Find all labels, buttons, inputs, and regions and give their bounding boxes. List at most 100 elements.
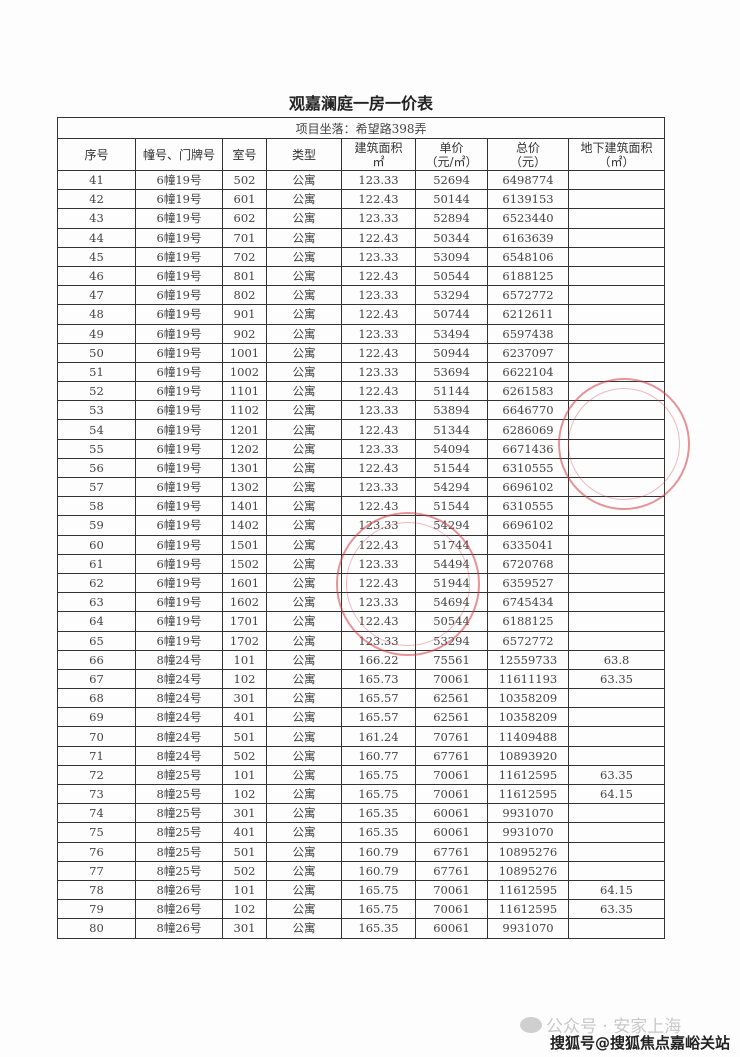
table-cell: 53294 xyxy=(415,630,488,651)
table-cell: 1002 xyxy=(222,361,267,383)
table-cell: 53 xyxy=(57,400,136,421)
table-cell: 8幢24号 xyxy=(135,726,223,747)
table-cell: 8幢24号 xyxy=(135,745,223,766)
table-cell: 51544 xyxy=(415,457,488,479)
table-cell: 63.8 xyxy=(567,649,666,670)
table-cell: 6671436 xyxy=(487,438,569,459)
table-cell: 122.43 xyxy=(341,304,416,325)
table-cell: 6696102 xyxy=(487,515,569,536)
table-cell: 70761 xyxy=(415,726,488,747)
table-cell xyxy=(567,860,666,881)
table-cell: 公寓 xyxy=(266,208,342,229)
table-cell: 63.35 xyxy=(567,899,666,920)
table-cell: 公寓 xyxy=(266,918,342,939)
table-cell: 6幢19号 xyxy=(135,400,223,421)
table-row: 77 8幢25号 502 公寓 160.79 67761 10895276 xyxy=(57,860,666,881)
table-row: 58 6幢19号 1401 公寓 122.43 51544 6310555 xyxy=(57,496,666,517)
table-cell: 401 xyxy=(222,707,267,728)
table-cell: 70 xyxy=(57,726,136,747)
table-cell: 102 xyxy=(222,783,267,805)
table-cell: 54494 xyxy=(415,553,488,574)
table-cell: 122.43 xyxy=(341,189,416,210)
table-cell: 9931070 xyxy=(487,822,569,843)
table-cell: 公寓 xyxy=(266,649,342,670)
table-cell: 6幢19号 xyxy=(135,553,223,574)
table-cell: 6745434 xyxy=(487,592,569,613)
table-cell: 11409488 xyxy=(487,726,569,747)
table-cell: 70061 xyxy=(415,783,488,805)
table-cell: 57 xyxy=(57,476,136,498)
table-cell: 公寓 xyxy=(266,841,342,862)
table-cell: 70061 xyxy=(415,668,488,690)
table-cell: 51144 xyxy=(415,381,488,402)
table-cell: 54094 xyxy=(415,438,488,459)
table-cell: 6646770 xyxy=(487,400,569,421)
table-cell: 75561 xyxy=(415,649,488,670)
table-cell: 6696102 xyxy=(487,476,569,498)
table-cell: 73 xyxy=(57,783,136,805)
table-cell: 公寓 xyxy=(266,457,342,479)
table-cell: 123.33 xyxy=(341,285,416,306)
table-cell: 公寓 xyxy=(266,534,342,555)
table-cell: 501 xyxy=(222,841,267,862)
table-cell: 65 xyxy=(57,630,136,651)
table-cell: 公寓 xyxy=(266,611,342,632)
table-cell: 公寓 xyxy=(266,169,342,191)
table-cell: 51 xyxy=(57,361,136,383)
table-cell: 122.43 xyxy=(341,381,416,402)
table-cell: 47 xyxy=(57,285,136,306)
table-cell: 6幢19号 xyxy=(135,361,223,383)
table-cell: 62 xyxy=(57,572,136,594)
table-row: 73 8幢25号 102 公寓 165.75 70061 11612595 64.15 xyxy=(57,783,666,805)
table-cell: 1202 xyxy=(222,438,267,459)
table-cell: 公寓 xyxy=(266,668,342,690)
table-row: 60 6幢19号 1501 公寓 122.43 51744 6335041 xyxy=(57,534,666,555)
table-cell: 6188125 xyxy=(487,265,569,287)
table-cell: 8幢24号 xyxy=(135,668,223,690)
table-cell: 8幢26号 xyxy=(135,879,223,901)
table-cell: 123.33 xyxy=(341,592,416,613)
table-cell: 8幢24号 xyxy=(135,688,223,709)
table-cell: 50544 xyxy=(415,265,488,287)
table-cell: 165.73 xyxy=(341,668,416,690)
table-cell: 8幢25号 xyxy=(135,783,223,805)
table-cell: 50344 xyxy=(415,227,488,248)
table-cell: 123.33 xyxy=(341,630,416,651)
table-cell: 公寓 xyxy=(266,400,342,421)
table-cell: 公寓 xyxy=(266,688,342,709)
table-cell: 501 xyxy=(222,726,267,747)
table-cell: 10895276 xyxy=(487,841,569,862)
table-cell: 12559733 xyxy=(487,649,569,670)
table-cell: 8幢25号 xyxy=(135,803,223,824)
table-cell: 6幢19号 xyxy=(135,381,223,402)
table-cell: 公寓 xyxy=(266,189,342,210)
table-cell: 1101 xyxy=(222,381,267,402)
wechat-icon xyxy=(520,1016,542,1033)
table-cell: 6幢19号 xyxy=(135,630,223,651)
table-cell: 61 xyxy=(57,553,136,574)
table-cell: 69 xyxy=(57,707,136,728)
table-cell: 6幢19号 xyxy=(135,342,223,363)
table-cell xyxy=(567,745,666,766)
table-cell: 502 xyxy=(222,745,267,766)
table-cell: 802 xyxy=(222,285,267,306)
table-row: 66 8幢24号 101 公寓 166.22 75561 12559733 63.8 xyxy=(57,649,666,670)
table-cell: 801 xyxy=(222,265,267,287)
table-cell xyxy=(567,515,666,536)
table-cell xyxy=(567,438,666,459)
table-cell: 公寓 xyxy=(266,707,342,728)
table-cell: 60061 xyxy=(415,822,488,843)
table-cell: 公寓 xyxy=(266,265,342,287)
table-cell: 6188125 xyxy=(487,611,569,632)
table-cell: 161.24 xyxy=(341,726,416,747)
table-row: 51 6幢19号 1002 公寓 123.33 53694 6622104 xyxy=(57,361,666,383)
table-cell: 6幢19号 xyxy=(135,323,223,344)
table-cell xyxy=(567,342,666,363)
table-cell: 公寓 xyxy=(266,227,342,248)
table-cell: 公寓 xyxy=(266,783,342,805)
table-cell: 公寓 xyxy=(266,879,342,901)
table-cell: 165.35 xyxy=(341,822,416,843)
table-cell: 1601 xyxy=(222,572,267,594)
table-cell: 165.75 xyxy=(341,764,416,786)
